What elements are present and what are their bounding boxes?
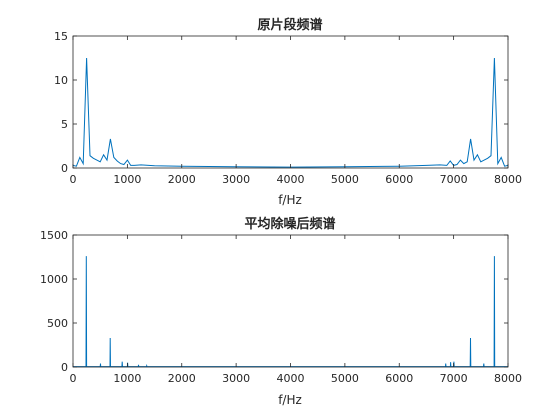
x-tick-label: 3000 (222, 372, 250, 385)
x-tick-label: 3000 (222, 173, 250, 186)
axes-frame (72, 234, 509, 368)
x-tick-label: 2000 (168, 372, 196, 385)
axis-ticks: 0 1000 2000 3000 4000 5000 6000 7000 8000 0 5 10 15 (54, 30, 522, 186)
x-tick-label: 4000 (277, 173, 305, 186)
plot-title: 原片段频谱 (257, 17, 322, 33)
x-tick-label: 8000 (494, 173, 522, 186)
x-tick-label: 4000 (277, 372, 305, 385)
x-axis-label: f/Hz (278, 193, 302, 207)
x-tick-label: 5000 (331, 372, 359, 385)
x-tick-label: 7000 (440, 372, 468, 385)
y-tick-label: 500 (47, 317, 68, 330)
x-tick-label: 1000 (113, 173, 141, 186)
x-tick-label: 5000 (331, 173, 359, 186)
subplot-denoised-spectrum: 平均除噪后频谱 0 1000 2000 3000 4000 5000 6000 7000 800… (40, 216, 522, 407)
x-tick-label: 2000 (168, 173, 196, 186)
x-axis-label: f/Hz (278, 393, 302, 407)
y-tick-label: 1000 (40, 273, 68, 286)
x-tick-label: 1000 (113, 372, 141, 385)
x-tick-label: 6000 (385, 372, 413, 385)
y-tick-label: 10 (54, 74, 68, 87)
y-tick-label: 15 (54, 30, 68, 43)
plot-title: 平均除噪后频谱 (244, 216, 335, 232)
x-tick-label: 7000 (440, 173, 468, 186)
x-tick-label: 0 (70, 173, 77, 186)
y-tick-label: 0 (61, 361, 68, 374)
y-tick-label: 0 (61, 162, 68, 175)
x-tick-label: 8000 (494, 372, 522, 385)
y-tick-label: 5 (61, 118, 68, 131)
y-tick-label: 1500 (40, 229, 68, 242)
x-tick-label: 0 (70, 372, 77, 385)
x-tick-label: 6000 (385, 173, 413, 186)
subplot-original-spectrum: 原片段频谱 0 1000 2000 3000 4000 5000 6000 7000 80000… (54, 17, 522, 207)
axes-frame (72, 35, 509, 169)
axis-ticks: 0 1000 2000 3000 4000 5000 6000 7000 8000 0 500 100… (40, 229, 522, 385)
